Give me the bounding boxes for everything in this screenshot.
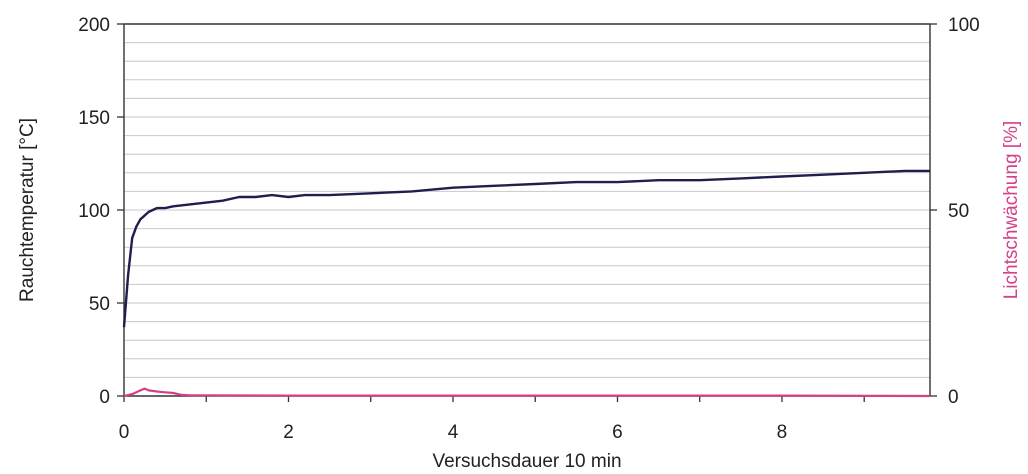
gridlines [124,42,930,378]
series-line-light-obscuration [123,387,931,398]
y2-tick-label: 50 [948,201,969,222]
y-axis-title: Rauchtemperatur [°C] [17,118,38,302]
x-tick-label: 8 [777,422,788,443]
y2-tick-label: 100 [948,15,980,36]
x-axis-title: Versuchsdauer 10 min [432,451,621,472]
x-tick-label: 4 [448,422,459,443]
x-tick-label: 0 [119,422,130,443]
x-tick-label: 2 [283,422,294,443]
y2-axis-title: Lichtschwächung [%] [1001,121,1022,300]
ticks: 0 2 4 6 8 0 50 100 150 200 0 50 100 [78,15,979,443]
y-tick-label: 0 [99,387,110,408]
series-line-smoke-temperature [122,169,930,328]
y-tick-label: 50 [89,294,110,315]
y-tick-label: 150 [78,108,110,129]
y2-tick-label: 0 [948,387,959,408]
series-group [122,169,931,398]
y-tick-label: 100 [78,201,110,222]
x-tick-label: 6 [612,422,623,443]
y-tick-label: 200 [78,15,110,36]
